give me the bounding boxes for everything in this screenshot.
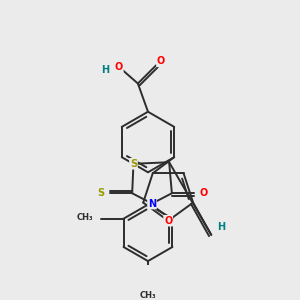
Text: N: N — [148, 199, 156, 208]
Text: S: S — [97, 188, 104, 198]
Text: O: O — [115, 62, 123, 72]
Text: H: H — [217, 222, 225, 232]
Text: S: S — [130, 159, 137, 169]
Text: CH₃: CH₃ — [140, 291, 156, 300]
Text: H: H — [101, 65, 110, 75]
Text: O: O — [199, 188, 207, 198]
Text: CH₃: CH₃ — [76, 213, 93, 222]
Text: O: O — [157, 56, 165, 66]
Text: O: O — [164, 216, 172, 226]
